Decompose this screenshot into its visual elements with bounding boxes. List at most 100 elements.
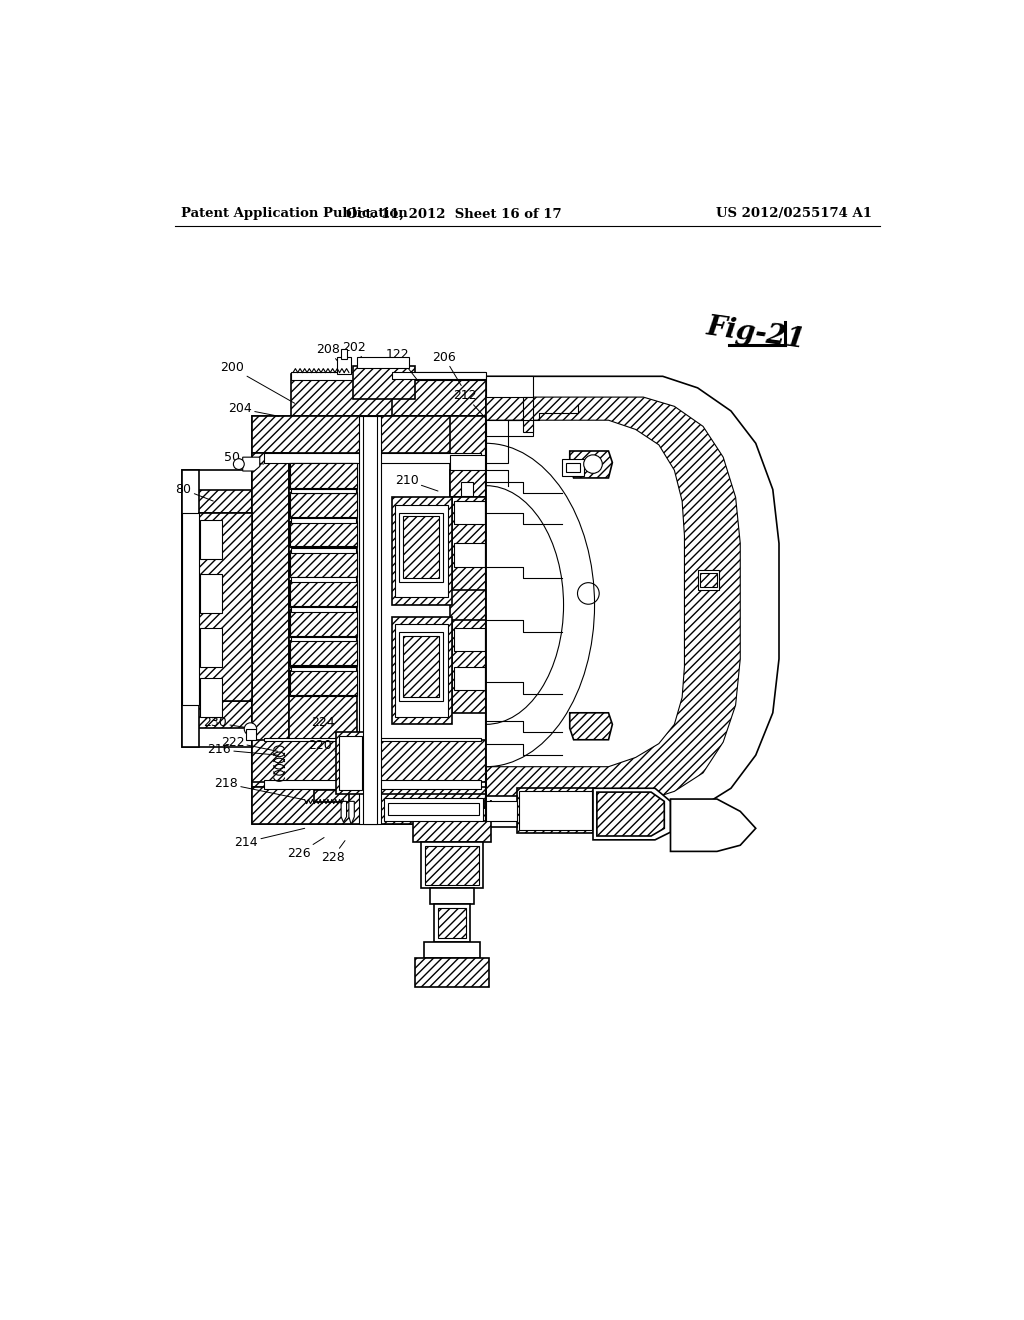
Text: Fig-21: Fig-21 xyxy=(705,314,807,354)
Bar xyxy=(454,628,484,651)
Bar xyxy=(289,462,357,747)
Bar xyxy=(438,908,466,939)
Text: 224: 224 xyxy=(311,717,341,738)
Bar xyxy=(452,620,486,713)
Bar xyxy=(252,416,486,453)
Bar xyxy=(450,453,486,657)
Text: 208: 208 xyxy=(316,343,345,370)
Bar xyxy=(415,958,489,987)
Polygon shape xyxy=(597,792,665,836)
Bar xyxy=(421,842,483,888)
Text: Oct. 11, 2012  Sheet 16 of 17: Oct. 11, 2012 Sheet 16 of 17 xyxy=(346,207,561,220)
Circle shape xyxy=(245,723,257,735)
Bar xyxy=(517,788,595,833)
Polygon shape xyxy=(569,451,612,478)
Bar xyxy=(359,416,381,825)
Bar xyxy=(399,512,442,582)
Bar xyxy=(430,888,474,904)
Bar xyxy=(566,462,580,471)
Bar xyxy=(291,636,356,642)
Polygon shape xyxy=(569,713,612,739)
Bar xyxy=(289,581,357,607)
Bar xyxy=(182,490,252,729)
Text: 50: 50 xyxy=(224,450,263,465)
Bar xyxy=(336,733,366,793)
Bar xyxy=(291,374,484,418)
Text: 226: 226 xyxy=(287,837,324,861)
Bar xyxy=(200,574,222,612)
Text: 202: 202 xyxy=(342,341,369,367)
Bar xyxy=(450,455,486,470)
Bar xyxy=(314,789,349,803)
Polygon shape xyxy=(486,420,532,462)
Polygon shape xyxy=(486,420,684,767)
Bar xyxy=(291,667,356,671)
Bar xyxy=(263,780,480,789)
Bar xyxy=(425,846,479,884)
Bar xyxy=(291,372,484,380)
Text: 222: 222 xyxy=(220,735,278,751)
Bar xyxy=(290,492,356,517)
Bar xyxy=(290,521,356,546)
Bar xyxy=(290,671,356,696)
Circle shape xyxy=(233,459,245,470)
Bar xyxy=(200,678,222,717)
Bar xyxy=(291,548,356,553)
Bar xyxy=(452,498,486,590)
Circle shape xyxy=(584,455,602,474)
Text: 28: 28 xyxy=(416,808,450,821)
Bar xyxy=(454,502,484,524)
Text: 228: 228 xyxy=(321,841,345,865)
Bar xyxy=(414,821,490,842)
Polygon shape xyxy=(182,470,252,747)
Text: 216: 216 xyxy=(208,743,278,756)
Text: 220: 220 xyxy=(308,739,340,752)
Polygon shape xyxy=(523,397,532,432)
Bar xyxy=(486,796,517,826)
Bar xyxy=(290,581,356,606)
Bar xyxy=(486,801,517,821)
Bar xyxy=(486,376,532,397)
Bar xyxy=(395,624,449,717)
Polygon shape xyxy=(243,457,260,471)
Text: 206: 206 xyxy=(432,351,461,385)
Bar xyxy=(289,462,357,488)
Polygon shape xyxy=(593,788,671,840)
Bar xyxy=(290,611,356,636)
Bar xyxy=(519,792,592,830)
Text: 80: 80 xyxy=(175,483,213,502)
Bar xyxy=(486,396,532,428)
Bar xyxy=(263,453,480,462)
Bar xyxy=(391,616,452,725)
Bar xyxy=(341,350,347,359)
Bar xyxy=(450,416,486,459)
Bar xyxy=(182,512,200,705)
Text: 44: 44 xyxy=(478,799,494,814)
Text: 200: 200 xyxy=(220,362,295,404)
Text: 230: 230 xyxy=(204,717,256,730)
Bar xyxy=(252,416,486,825)
Polygon shape xyxy=(349,801,354,825)
Bar xyxy=(290,463,356,488)
Text: 204: 204 xyxy=(228,403,280,416)
Bar xyxy=(289,552,357,577)
Bar xyxy=(289,669,357,696)
Bar xyxy=(200,520,222,558)
Bar xyxy=(289,640,357,665)
Bar xyxy=(399,632,442,701)
Bar xyxy=(263,738,480,742)
Text: 210: 210 xyxy=(395,474,438,491)
Bar xyxy=(388,803,479,816)
Bar xyxy=(700,573,717,587)
Bar xyxy=(182,470,252,747)
Polygon shape xyxy=(486,376,779,821)
Text: Patent Application Publication: Patent Application Publication xyxy=(180,207,408,220)
Polygon shape xyxy=(200,512,252,701)
Bar xyxy=(391,372,486,379)
Bar xyxy=(403,516,438,578)
Bar xyxy=(434,904,470,942)
Bar xyxy=(381,793,486,825)
Bar xyxy=(697,570,719,590)
Bar xyxy=(291,488,356,494)
Bar xyxy=(352,367,415,399)
